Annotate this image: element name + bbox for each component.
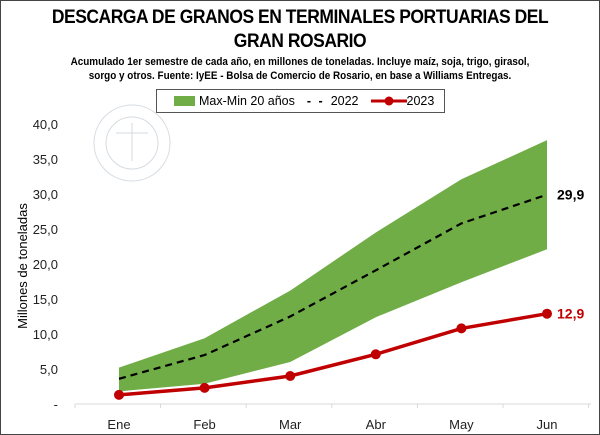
legend-2023-label: 2023 xyxy=(406,94,435,108)
y-tick-label: 30,0 xyxy=(33,187,58,202)
legend-band-label: Max-Min 20 años xyxy=(199,94,295,108)
series-2022-end-label: 29,9 xyxy=(557,187,584,203)
x-tick-label: Jun xyxy=(537,417,558,432)
chart-title-line-2: GRAN ROSARIO xyxy=(233,31,367,52)
band-max-min xyxy=(119,140,547,392)
x-tick-label: Mar xyxy=(279,417,302,432)
watermark-seal xyxy=(93,104,171,182)
series-2023-point xyxy=(542,308,552,319)
y-tick-label: 20,0 xyxy=(33,257,58,272)
chart-title-line-1: DESCARGA DE GRANOS EN TERMINALES PORTUAR… xyxy=(51,7,549,28)
legend-2023-swatch xyxy=(370,96,407,106)
x-tick-label: Ene xyxy=(107,417,130,432)
y-tick-label: - xyxy=(54,397,58,412)
y-tick-label: 35,0 xyxy=(33,152,58,167)
series-2023-point xyxy=(114,389,124,400)
y-tick-label: 40,0 xyxy=(33,117,58,132)
series-2023-point xyxy=(370,349,381,360)
series-2022-line xyxy=(118,193,548,380)
series-2023-point xyxy=(199,382,210,393)
y-axis-label: Millones de toneladas xyxy=(15,203,30,329)
x-tick-label: Abr xyxy=(366,417,387,432)
series-2023-end-label: 12,9 xyxy=(557,306,584,322)
legend-2022-swatch: - - xyxy=(306,94,325,108)
chart-subtitle-line-1: Acumulado 1er semestre de cada año, en m… xyxy=(70,56,530,68)
legend-band-swatch xyxy=(174,96,195,106)
legend: Max-Min 20 años - - 2022 2023 xyxy=(156,89,445,113)
y-tick-label: 5,0 xyxy=(40,362,58,377)
y-tick-label: 10,0 xyxy=(33,327,58,342)
y-tick-label: 15,0 xyxy=(33,292,58,307)
series-2023-point xyxy=(456,323,467,334)
x-tick-label: May xyxy=(449,417,474,432)
series-2023-point xyxy=(285,371,296,381)
chart-subtitle-line-2: sorgo y otros. Fuente: IyEE - Bolsa de C… xyxy=(88,70,512,82)
y-tick-label: 25,0 xyxy=(33,222,58,237)
x-tick-label: Feb xyxy=(193,417,215,432)
legend-2022-label: 2022 xyxy=(330,94,359,108)
series-2023-line xyxy=(118,311,548,397)
